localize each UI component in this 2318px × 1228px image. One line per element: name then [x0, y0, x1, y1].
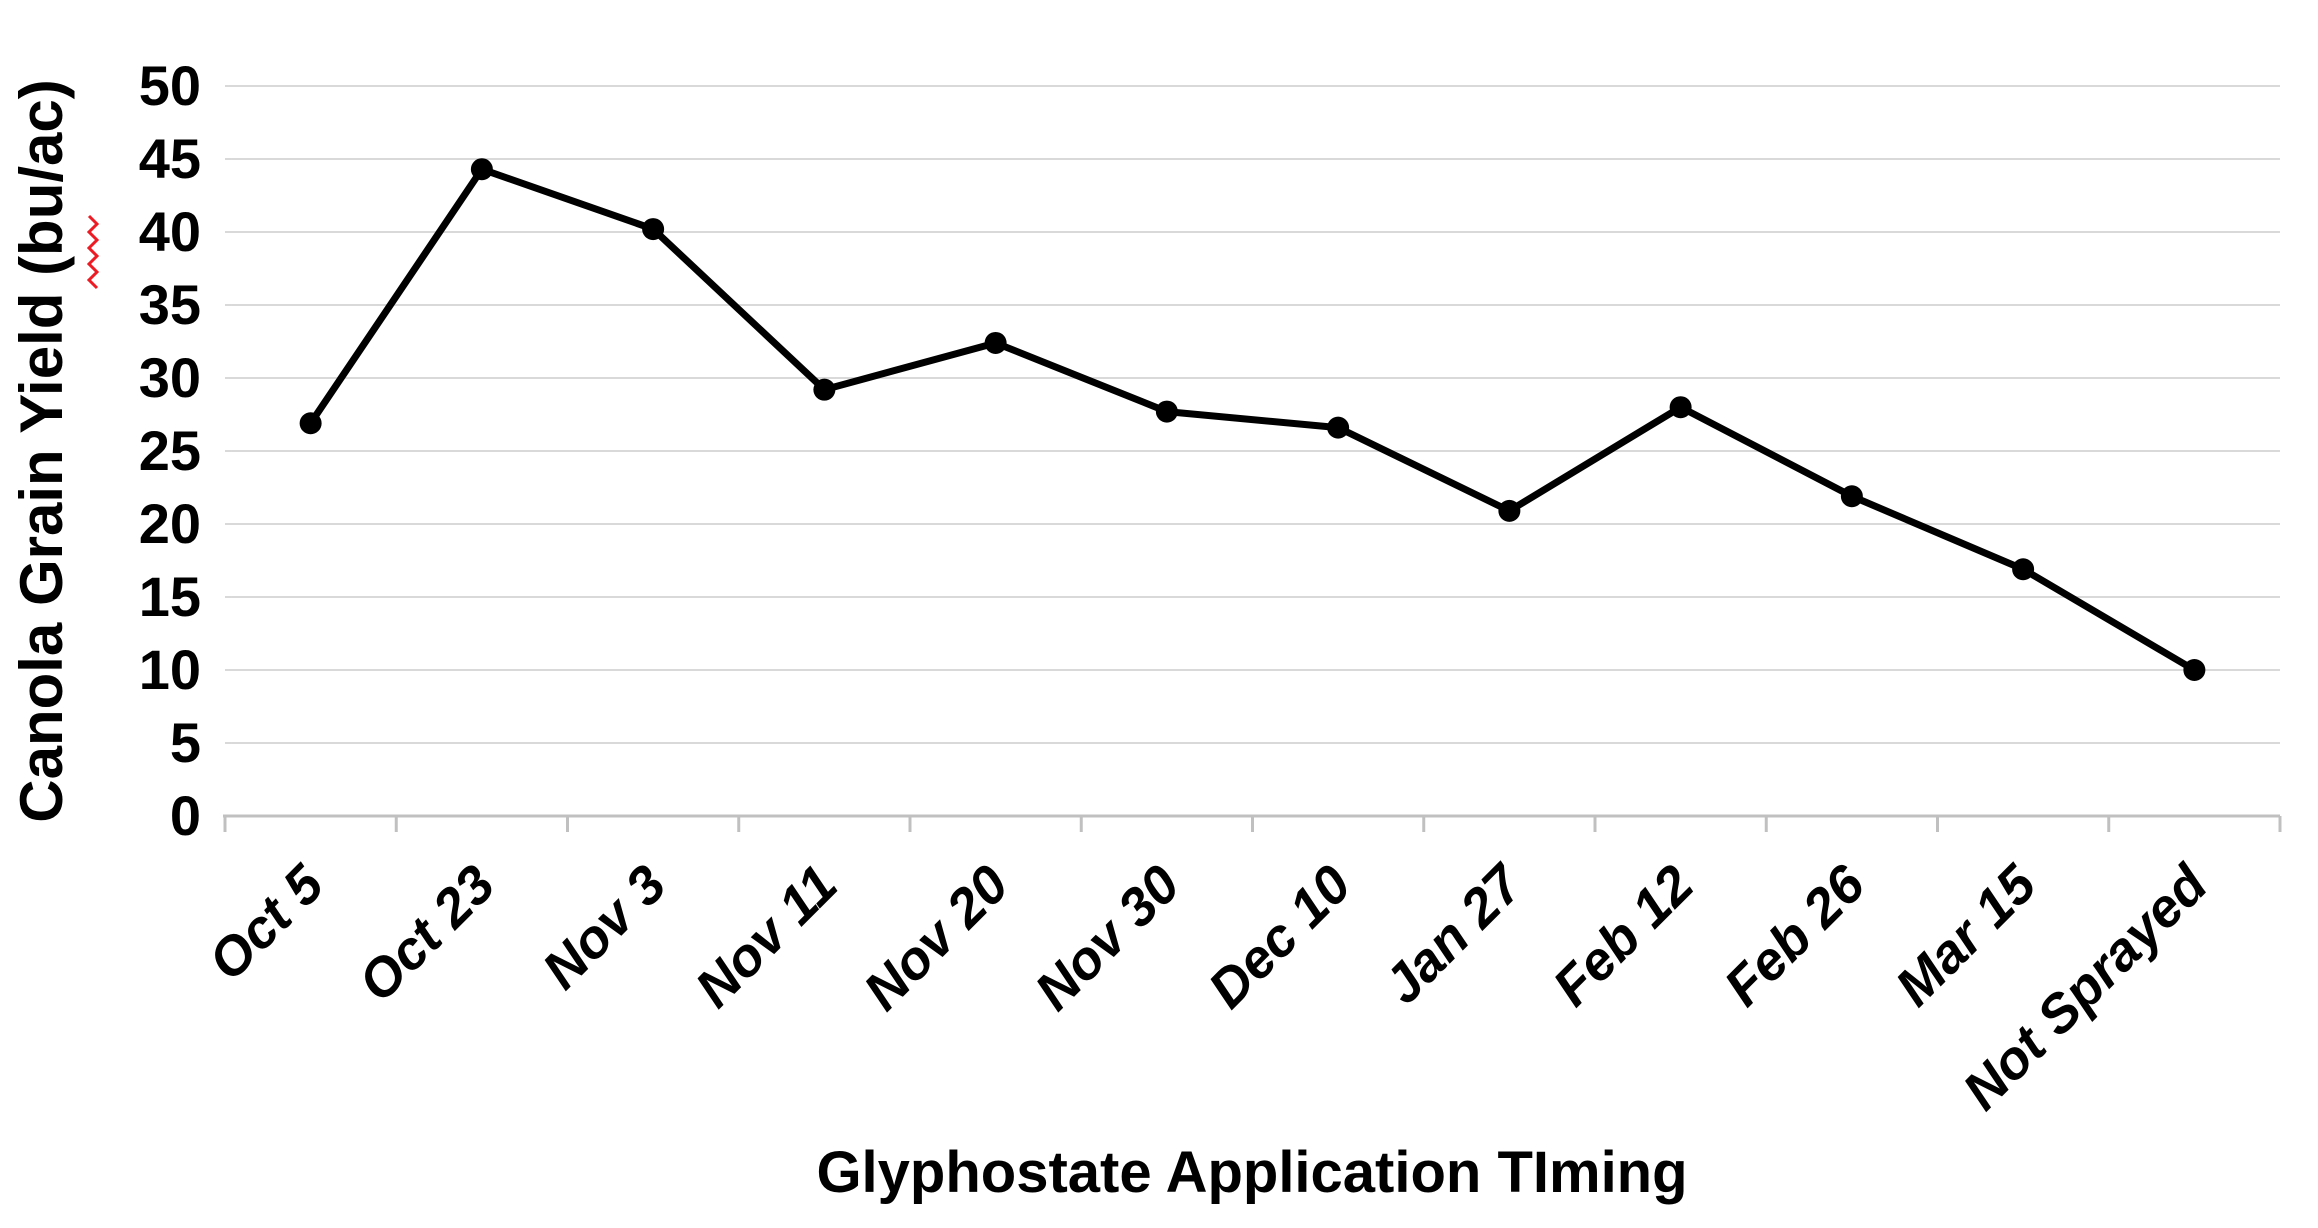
- x-category-label: Mar 15: [1884, 853, 2048, 1017]
- x-category-label: Nov 20: [852, 854, 1020, 1022]
- data-point: [470, 158, 493, 181]
- x-axis-title: Glyphostate Application TIming: [816, 1140, 1687, 1205]
- x-category-label: Nov 3: [531, 854, 677, 1000]
- data-point: [1155, 400, 1178, 423]
- x-category-label: Feb 12: [1542, 854, 1705, 1017]
- data-point: [642, 218, 665, 241]
- y-tick-label: 10: [139, 638, 201, 701]
- y-tick-label: 0: [170, 784, 201, 847]
- x-category-label: Feb 26: [1713, 853, 1877, 1017]
- data-point: [813, 378, 836, 401]
- data-point: [1669, 396, 1692, 419]
- x-category-label: Oct 5: [197, 853, 336, 992]
- y-tick-label: 45: [139, 127, 201, 190]
- data-point: [1840, 485, 1863, 508]
- data-point: [2183, 659, 2206, 681]
- data-point: [1327, 416, 1350, 439]
- data-point: [1498, 499, 1521, 522]
- y-tick-label: 5: [170, 711, 201, 774]
- x-category-label: Nov 30: [1024, 854, 1192, 1022]
- data-point: [2012, 558, 2035, 581]
- y-axis-title: Canola Grain Yield (bu/ac): [8, 79, 75, 823]
- y-tick-label: 30: [139, 346, 201, 409]
- y-tick-label: 25: [139, 419, 201, 482]
- x-category-label: Nov 11: [684, 854, 849, 1019]
- x-category-label: Oct 23: [347, 854, 506, 1013]
- series-line: [307, 165, 2198, 674]
- y-tick-label: 35: [139, 273, 201, 336]
- y-tick-label: 50: [139, 54, 201, 117]
- data-point: [984, 331, 1007, 354]
- y-tick-label: 20: [139, 492, 201, 555]
- y-tick-label: 40: [139, 200, 201, 263]
- x-category-label: Dec 10: [1197, 854, 1363, 1020]
- x-category-label: Jan 27: [1373, 852, 1536, 1015]
- spellcheck-squiggle: [86, 214, 100, 290]
- data-point: [299, 412, 322, 435]
- y-tick-label: 15: [139, 565, 201, 628]
